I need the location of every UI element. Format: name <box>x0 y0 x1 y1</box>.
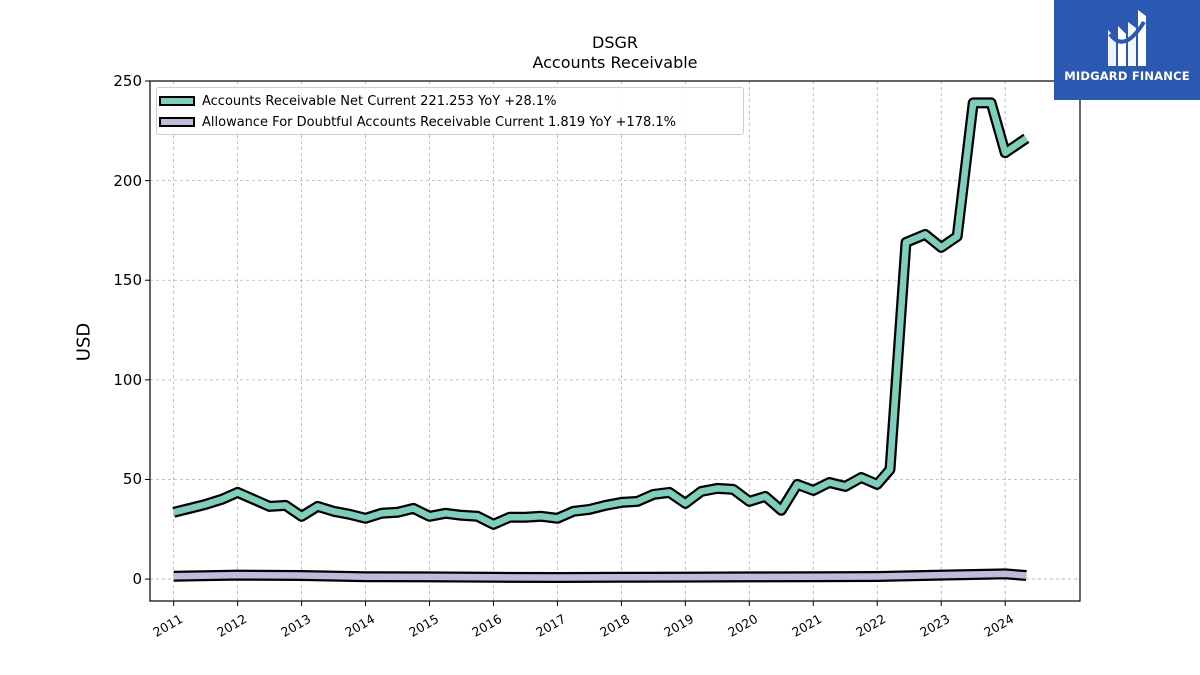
logo-text: MIDGARD FINANCE <box>1064 69 1190 83</box>
y-tick-label: 100 <box>113 370 142 389</box>
series-line-0 <box>172 99 1029 528</box>
y-tick-label: 50 <box>122 470 142 489</box>
midgard-finance-logo: MIDGARD FINANCE <box>1054 0 1200 100</box>
chart-subtitle: Accounts Receivable <box>532 53 698 72</box>
series-line-1 <box>173 570 1027 581</box>
y-tick-label: 200 <box>113 171 142 190</box>
y-axis-label: USD <box>73 322 95 362</box>
legend-label-receivable: Accounts Receivable Net Current 221.253 … <box>202 93 557 109</box>
y-tick-label: 150 <box>113 271 142 290</box>
y-tick-label: 250 <box>113 72 142 90</box>
legend-entry-receivable: Accounts Receivable Net Current 221.253 … <box>159 93 557 109</box>
legend-label-allowance: Allowance For Doubtful Accounts Receivab… <box>202 114 677 130</box>
legend-entry-allowance: Allowance For Doubtful Accounts Receivab… <box>159 114 676 130</box>
legend-swatch-receivable <box>159 96 195 106</box>
plot-frame <box>149 80 1081 602</box>
legend-swatch-allowance <box>159 117 195 127</box>
chart-legend: Accounts Receivable Net Current 221.253 … <box>156 87 744 135</box>
midgard-m-logo-icon <box>1108 10 1146 66</box>
chart-title: DSGR <box>592 33 638 52</box>
y-tick-label: 0 <box>132 570 142 589</box>
